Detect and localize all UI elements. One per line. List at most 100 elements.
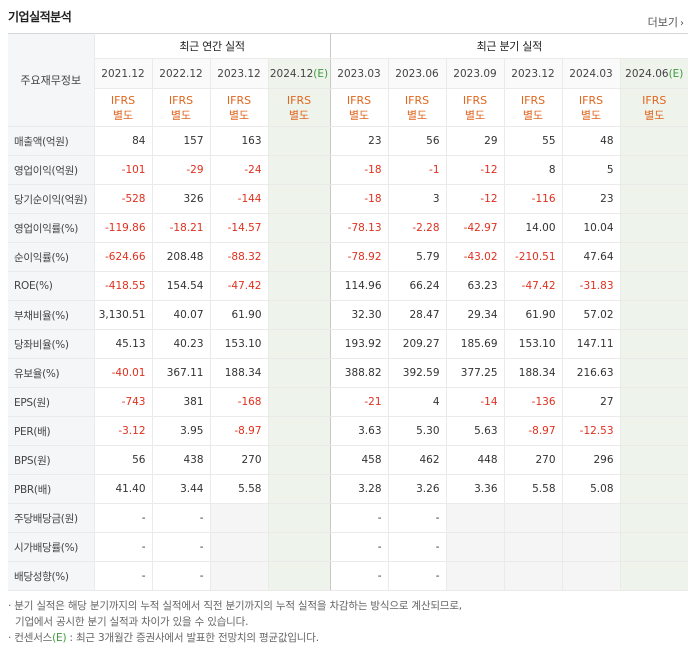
period-label: 2024.12 bbox=[269, 67, 314, 80]
table-cell bbox=[619, 416, 689, 446]
table-cell: 448 bbox=[445, 445, 505, 475]
table-cell: 3.44 bbox=[151, 474, 210, 504]
table-cell bbox=[209, 561, 268, 591]
period-header: 2022.12 bbox=[151, 58, 210, 89]
table-cell: -144 bbox=[209, 184, 268, 214]
table-cell: 56 bbox=[93, 445, 152, 475]
table-cell: 367.11 bbox=[151, 358, 210, 388]
table-cell: 48 bbox=[561, 126, 621, 156]
table-cell: - bbox=[387, 532, 447, 562]
row-label: BPS(원) bbox=[8, 445, 94, 475]
period-label: 2023.03 bbox=[337, 67, 381, 80]
table-cell: 270 bbox=[503, 445, 563, 475]
estimate-mark: (E) bbox=[668, 67, 684, 80]
table-cell: 209.27 bbox=[387, 329, 447, 359]
table-cell: 154.54 bbox=[151, 271, 210, 301]
ifrs-header: IFRS 별도 bbox=[561, 88, 621, 127]
table-cell: 3,130.51 bbox=[93, 300, 152, 330]
row-label: PBR(배) bbox=[8, 474, 94, 504]
table-cell bbox=[561, 561, 621, 591]
table-row: 순이익률(%) -624.66 208.48 -88.32 -78.92 5.79 -43.… bbox=[8, 242, 689, 272]
table-cell: -42.97 bbox=[445, 213, 505, 243]
quarter-group-header: 최근 분기 실적 bbox=[329, 33, 689, 59]
table-cell: 5.63 bbox=[445, 416, 505, 446]
table-cell bbox=[267, 329, 331, 359]
ifrs-label: IFRS bbox=[110, 93, 136, 107]
period-label: 2022.12 bbox=[159, 67, 203, 80]
table-cell bbox=[445, 503, 505, 533]
table-cell: -3.12 bbox=[93, 416, 152, 446]
table-cell: 8 bbox=[503, 155, 563, 185]
ifrs-type: 별도 bbox=[580, 108, 602, 122]
table-cell: -21 bbox=[329, 387, 389, 417]
table-row: EPS(원) -743 381 -168 -21 4 -14 -136 27 bbox=[8, 387, 689, 417]
table-cell: -210.51 bbox=[503, 242, 563, 272]
footnote-1-cont: 기업에서 공시한 분기 실적과 차이가 있을 수 있습니다. bbox=[15, 616, 249, 628]
table-cell: 153.10 bbox=[209, 329, 268, 359]
ifrs-header: IFRS 별도 bbox=[503, 88, 563, 127]
table-cell: 5 bbox=[561, 155, 621, 185]
row-label: EPS(원) bbox=[8, 387, 94, 417]
table-cell bbox=[619, 329, 689, 359]
table-cell: 5.58 bbox=[503, 474, 563, 504]
table-cell: 208.48 bbox=[151, 242, 210, 272]
row-label: 부채비율(%) bbox=[8, 300, 94, 330]
section-title: 기업실적분석 bbox=[8, 10, 72, 24]
table-cell bbox=[267, 561, 331, 591]
row-label: 영업이익(억원) bbox=[8, 155, 94, 185]
footnote-2: · 컨센서스(E) : 최근 3개월간 증권사에서 발표한 전망치의 평균값입니… bbox=[8, 630, 688, 646]
table-cell bbox=[619, 213, 689, 243]
table-cell: 3.36 bbox=[445, 474, 505, 504]
table-cell bbox=[503, 532, 563, 562]
table-cell: - bbox=[93, 532, 152, 562]
table-cell bbox=[619, 242, 689, 272]
row-header-label: 주요재무정보 bbox=[8, 33, 94, 127]
period-header: 2023.12 bbox=[209, 58, 268, 89]
table-row: 주당배당금(원) - - - - bbox=[8, 503, 689, 533]
table-row: 시가배당률(%) - - - - bbox=[8, 532, 689, 562]
table-row: PBR(배) 41.40 3.44 5.58 3.28 3.26 3.36 5.58 5.08 bbox=[8, 474, 689, 504]
table-row: 배당성향(%) - - - - bbox=[8, 561, 689, 591]
table-cell bbox=[267, 271, 331, 301]
table-cell: - bbox=[151, 503, 210, 533]
ifrs-type: 별도 bbox=[112, 108, 134, 122]
table-cell: 45.13 bbox=[93, 329, 152, 359]
table-cell bbox=[267, 300, 331, 330]
table-cell: 3.28 bbox=[329, 474, 389, 504]
more-link[interactable]: 더보기 › bbox=[648, 14, 684, 30]
table-cell: -624.66 bbox=[93, 242, 152, 272]
table-row: 당기순이익(억원) -528 326 -144 -18 3 -12 -116 23 bbox=[8, 184, 689, 214]
ifrs-type: 별도 bbox=[522, 108, 544, 122]
table-cell: 326 bbox=[151, 184, 210, 214]
table-cell bbox=[619, 126, 689, 156]
table-cell bbox=[619, 532, 689, 562]
table-cell: -8.97 bbox=[209, 416, 268, 446]
table-cell: -168 bbox=[209, 387, 268, 417]
table-cell: -2.28 bbox=[387, 213, 447, 243]
table-cell: 14.00 bbox=[503, 213, 563, 243]
period-label: 2021.12 bbox=[101, 67, 145, 80]
ifrs-type: 별도 bbox=[228, 108, 250, 122]
table-cell: 388.82 bbox=[329, 358, 389, 388]
table-cell: -8.97 bbox=[503, 416, 563, 446]
table-cell bbox=[619, 474, 689, 504]
table-cell: 27 bbox=[561, 387, 621, 417]
table-cell: 47.64 bbox=[561, 242, 621, 272]
table-cell: -18 bbox=[329, 155, 389, 185]
table-cell bbox=[619, 300, 689, 330]
footnotes: · 분기 실적은 해당 분기까지의 누적 실적에서 직전 분기까지의 누적 실적… bbox=[8, 598, 688, 646]
table-cell: - bbox=[151, 561, 210, 591]
table-cell bbox=[267, 474, 331, 504]
table-cell: 57.02 bbox=[561, 300, 621, 330]
ifrs-type: 별도 bbox=[288, 108, 310, 122]
table-cell: 5.79 bbox=[387, 242, 447, 272]
table-cell bbox=[619, 155, 689, 185]
ifrs-label: IFRS bbox=[404, 93, 430, 107]
table-cell: -24 bbox=[209, 155, 268, 185]
table-cell: 23 bbox=[561, 184, 621, 214]
row-label: 영업이익률(%) bbox=[8, 213, 94, 243]
table-cell: -12 bbox=[445, 184, 505, 214]
estimate-mark: (E) bbox=[313, 67, 329, 80]
table-cell: 4 bbox=[387, 387, 447, 417]
ifrs-header: IFRS 별도 bbox=[329, 88, 389, 127]
